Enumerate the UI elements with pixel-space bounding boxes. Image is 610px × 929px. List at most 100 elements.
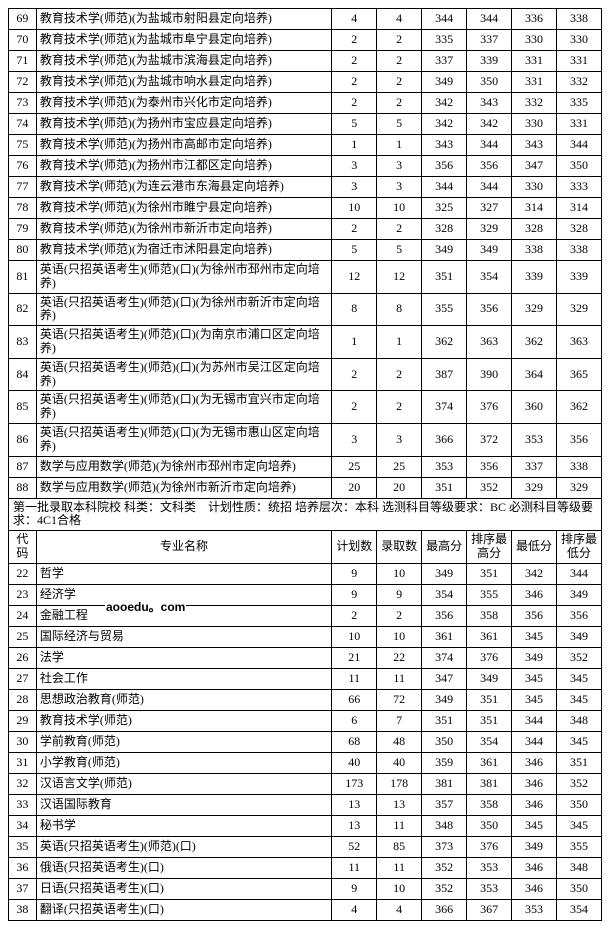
rank-max: 372 [467, 423, 512, 456]
rank-max: 353 [467, 878, 512, 899]
table-row: 88数学与应用数学(师范)(为徐州市新沂市定向培养)20203513523293… [9, 477, 602, 498]
row-index: 24 [9, 605, 37, 626]
admit-count: 1 [377, 135, 422, 156]
rank-max: 353 [467, 857, 512, 878]
max-score: 344 [422, 9, 467, 30]
max-score: 351 [422, 710, 467, 731]
min-score: 353 [512, 899, 557, 920]
rank-min: 331 [557, 51, 602, 72]
plan-count: 3 [332, 156, 377, 177]
rank-min: 345 [557, 668, 602, 689]
admit-count: 11 [377, 857, 422, 878]
rank-min: 356 [557, 605, 602, 626]
min-score: 346 [512, 857, 557, 878]
table-row: 32汉语言文学(师范)173178381381346352 [9, 773, 602, 794]
table-row: 28思想政治教育(师范)6672349351345345 [9, 689, 602, 710]
max-score: 366 [422, 899, 467, 920]
plan-count: 8 [332, 293, 377, 326]
major-name: 英语(只招英语考生)(师范)(口)(为徐州市新沂市定向培养) [36, 293, 331, 326]
admit-count: 7 [377, 710, 422, 731]
major-name: 教育技术学(师范)(为扬州市高邮市定向培养) [36, 135, 331, 156]
rank-min: 338 [557, 456, 602, 477]
max-score: 366 [422, 423, 467, 456]
major-name: 英语(只招英语考生)(师范)(口)(为南京市浦口区定向培养) [36, 326, 331, 359]
row-index: 27 [9, 668, 37, 689]
row-index: 29 [9, 710, 37, 731]
min-score: 356 [512, 605, 557, 626]
major-name: 汉语国际教育 [36, 794, 331, 815]
max-score: 351 [422, 477, 467, 498]
table-row: 86英语(只招英语考生)(师范)(口)(为无锡市惠山区定向培养)33366372… [9, 423, 602, 456]
max-score: 351 [422, 261, 467, 294]
table-row: 33汉语国际教育1313357358346350 [9, 794, 602, 815]
plan-count: 68 [332, 731, 377, 752]
max-score: 348 [422, 815, 467, 836]
major-name: 英语(只招英语考生)(师范)(口)(为无锡市惠山区定向培养) [36, 423, 331, 456]
plan-count: 2 [332, 358, 377, 391]
min-score: 347 [512, 156, 557, 177]
max-score: 349 [422, 563, 467, 584]
rank-min: 345 [557, 731, 602, 752]
rank-max: 327 [467, 198, 512, 219]
admit-count: 1 [377, 326, 422, 359]
row-index: 25 [9, 626, 37, 647]
rank-max: 339 [467, 51, 512, 72]
min-score: 331 [512, 51, 557, 72]
plan-count: 9 [332, 563, 377, 584]
plan-count: 9 [332, 584, 377, 605]
min-score: 343 [512, 135, 557, 156]
row-index: 38 [9, 899, 37, 920]
admit-count: 48 [377, 731, 422, 752]
max-score: 337 [422, 51, 467, 72]
min-score: 330 [512, 30, 557, 51]
rank-min: 363 [557, 326, 602, 359]
rank-min: 350 [557, 794, 602, 815]
table-row: 27社会工作1111347349345345 [9, 668, 602, 689]
plan-count: 52 [332, 836, 377, 857]
table-row: 85英语(只招英语考生)(师范)(口)(为无锡市宜兴市定向培养)22374376… [9, 391, 602, 424]
table-row: 23经济学99354355346349 [9, 584, 602, 605]
row-index: 78 [9, 198, 37, 219]
table-row: 87数学与应用数学(师范)(为徐州市邳州市定向培养)25253533563373… [9, 456, 602, 477]
max-score: 354 [422, 584, 467, 605]
min-score: 344 [512, 710, 557, 731]
min-score: 329 [512, 293, 557, 326]
max-score: 387 [422, 358, 467, 391]
rank-max: 343 [467, 93, 512, 114]
min-score: 349 [512, 836, 557, 857]
rank-min: 331 [557, 114, 602, 135]
header-cell: 专业名称 [36, 531, 331, 564]
min-score: 353 [512, 423, 557, 456]
rank-max: 367 [467, 899, 512, 920]
major-name: 学前教育(师范) [36, 731, 331, 752]
major-name: 英语(只招英语考生)(师范)(口)(为苏州市吴江区定向培养) [36, 358, 331, 391]
admit-count: 2 [377, 30, 422, 51]
major-name: 教育技术学(师范)(为泰州市兴化市定向培养) [36, 93, 331, 114]
row-index: 88 [9, 477, 37, 498]
plan-count: 10 [332, 626, 377, 647]
plan-count: 11 [332, 668, 377, 689]
admit-count: 25 [377, 456, 422, 477]
rank-min: 314 [557, 198, 602, 219]
min-score: 362 [512, 326, 557, 359]
max-score: 381 [422, 773, 467, 794]
row-index: 73 [9, 93, 37, 114]
admit-count: 3 [377, 177, 422, 198]
table-row: 72教育技术学(师范)(为盐城市响水县定向培养)22349350331332 [9, 72, 602, 93]
max-score: 356 [422, 605, 467, 626]
rank-max: 350 [467, 72, 512, 93]
admit-count: 10 [377, 563, 422, 584]
major-name: 教育技术学(师范)(为连云港市东海县定向培养) [36, 177, 331, 198]
row-index: 35 [9, 836, 37, 857]
row-index: 34 [9, 815, 37, 836]
min-score: 330 [512, 177, 557, 198]
plan-count: 173 [332, 773, 377, 794]
plan-count: 2 [332, 72, 377, 93]
rank-min: 330 [557, 30, 602, 51]
rank-max: 355 [467, 584, 512, 605]
rank-max: 344 [467, 135, 512, 156]
rank-max: 356 [467, 293, 512, 326]
min-score: 346 [512, 584, 557, 605]
plan-count: 2 [332, 219, 377, 240]
rank-min: 333 [557, 177, 602, 198]
